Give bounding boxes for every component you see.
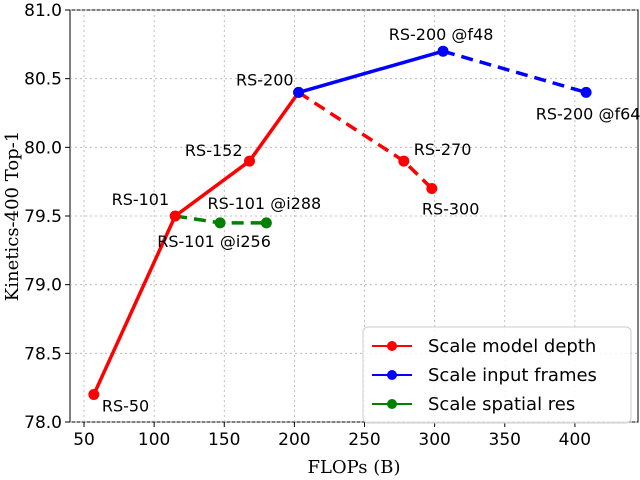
series-0-point: [244, 155, 256, 167]
ticks: 50 100 150 200 250 300 350 400 78.0 78.5 79.0 79.5 8…: [24, 1, 591, 450]
legend-frames-label: Scale input frames: [428, 365, 597, 386]
series-0-point-label: RS-101: [112, 190, 170, 209]
point-labels: RS-50 RS-101 RS-152 RS-200 RS-270 RS-300 RS-20…: [102, 25, 640, 415]
series-1-point: [437, 45, 449, 57]
legend-depth-marker: [387, 341, 397, 351]
y-tick-label: 79.0: [24, 276, 62, 296]
x-tick-label: 300: [418, 430, 450, 450]
x-tick-label: 200: [278, 430, 310, 450]
series-2-point: [214, 217, 226, 229]
legend-item-frames: Scale input frames: [372, 365, 597, 386]
series-2-point-label: RS-101 @i256: [157, 232, 271, 251]
legend-item-spatial: Scale spatial res: [372, 394, 575, 415]
series-0-solid-line: [92, 91, 301, 396]
series-0-point-label: RS-152: [185, 141, 243, 160]
x-tick-label: 350: [489, 430, 521, 450]
series-1-point-label: RS-200 @f48: [389, 25, 494, 44]
legend-depth-label: Scale model depth: [428, 336, 596, 357]
legend: Scale model depth Scale input frames Sca…: [362, 326, 632, 424]
series-0-point: [169, 210, 181, 222]
series-1-point: [580, 86, 592, 98]
x-tick-label: 250: [348, 430, 380, 450]
series-1-solid-line: [298, 49, 444, 95]
series-2-point: [260, 217, 272, 229]
series-0-point: [426, 183, 438, 195]
series-0-point: [398, 155, 410, 167]
series-2-point-label: RS-101 @i288: [208, 194, 322, 213]
x-tick-label: 100: [138, 430, 170, 450]
legend-spatial-label: Scale spatial res: [428, 394, 575, 415]
legend-spatial-marker: [387, 399, 397, 409]
series-0-point-label: RS-50: [102, 397, 149, 416]
y-axis-label: Kinetics-400 Top-1: [2, 131, 23, 301]
grid: [70, 9, 638, 423]
y-tick-label: 81.0: [24, 1, 62, 21]
series-0-point: [88, 389, 100, 401]
series-0-point-label: RS-270: [414, 140, 472, 159]
series-0-point-label: RS-200: [236, 70, 294, 89]
x-axis-label: FLOPs (B): [307, 457, 400, 478]
y-tick-label: 78.0: [24, 413, 62, 433]
x-tick-label: 50: [73, 430, 95, 450]
x-tick-label: 400: [559, 430, 591, 450]
y-tick-label: 80.5: [24, 70, 62, 90]
y-tick-label: 78.5: [24, 344, 62, 364]
series-points: [88, 45, 592, 401]
x-tick-label: 150: [208, 430, 240, 450]
series-1-point-label: RS-200 @f64: [536, 104, 640, 123]
legend-frames-marker: [387, 370, 397, 380]
series-1-dashed-line: [442, 49, 587, 95]
legend-box: [362, 326, 632, 424]
y-tick-label: 80.0: [24, 138, 62, 158]
series-1-point: [293, 86, 305, 98]
y-tick-label: 79.5: [24, 207, 62, 227]
series-0-point-label: RS-300: [422, 200, 480, 219]
legend-item-depth: Scale model depth: [372, 336, 596, 357]
